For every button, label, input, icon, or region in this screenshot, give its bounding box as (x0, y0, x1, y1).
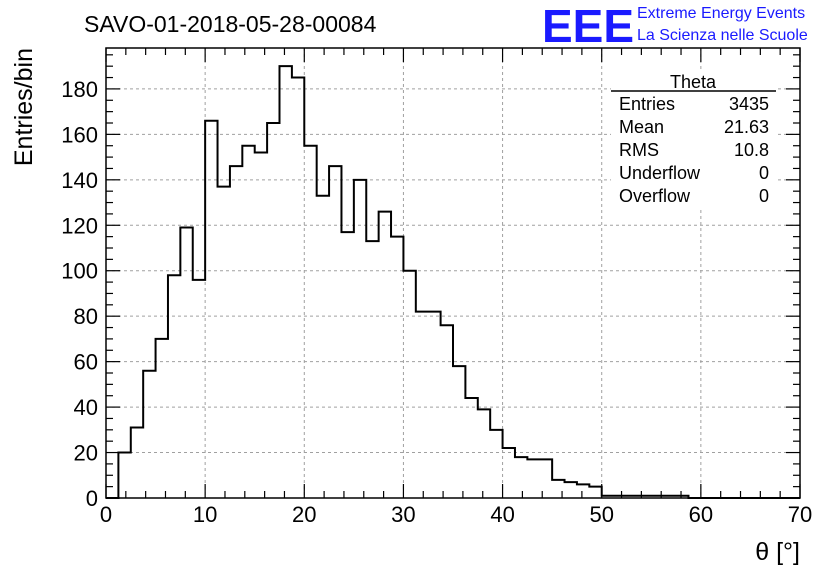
eee-logo: EEE Extreme Energy Events La Scienza nel… (542, 0, 808, 52)
y-axis-label: Entries/bin (10, 48, 38, 166)
histogram-bin (267, 123, 279, 498)
stats-value: 21.63 (724, 117, 769, 137)
histogram-bin (403, 271, 415, 498)
histogram-bin (527, 459, 539, 498)
histogram-bin (156, 339, 168, 498)
histogram-bin (242, 146, 254, 498)
y-tick-label: 60 (74, 350, 98, 375)
grid-lines (106, 48, 800, 498)
stats-title: Theta (670, 72, 717, 92)
histogram-bin (416, 312, 428, 498)
histogram-bin (577, 484, 589, 498)
stats-label: Overflow (619, 186, 691, 206)
axis-ticks (105, 48, 801, 499)
histogram-bin (565, 482, 577, 498)
histogram-bin (515, 457, 527, 498)
y-tick-label: 20 (74, 441, 98, 466)
histogram-bin (193, 280, 205, 498)
histogram-bin (428, 312, 440, 498)
y-tick-label: 140 (61, 168, 98, 193)
stats-box: Theta Entries 3435 Mean 21.63 RMS 10.8 Underfl… (611, 72, 776, 208)
x-tick-label: 0 (100, 502, 112, 527)
stats-value: 0 (759, 163, 769, 183)
chart-title: SAVO-01-2018-05-28-00084 (84, 11, 377, 37)
stats-label: Underflow (619, 163, 701, 183)
y-tick-label: 0 (86, 486, 98, 511)
stats-row: RMS 10.8 (619, 140, 769, 160)
histogram-bin (589, 487, 601, 498)
histogram-bin (540, 459, 552, 498)
histogram-bin (329, 166, 341, 498)
histogram-bin (441, 325, 453, 498)
histogram-bin (205, 121, 217, 498)
histogram-bin (218, 187, 230, 498)
histogram-bin (490, 430, 502, 498)
y-tick-label: 120 (61, 213, 98, 238)
histogram-bin (168, 275, 180, 498)
stats-row: Overflow 0 (619, 186, 769, 206)
x-axis-label: θ [°] (755, 538, 800, 566)
histogram-bin (503, 448, 515, 498)
x-tick-label: 60 (689, 502, 713, 527)
y-tick-label: 40 (74, 395, 98, 420)
y-tick-label: 160 (61, 122, 98, 147)
x-tick-label: 70 (788, 502, 812, 527)
histogram-bin (366, 241, 378, 498)
histogram-bin (280, 66, 292, 498)
stats-row: Underflow 0 (619, 163, 769, 183)
x-tick-labels: 0 10 20 30 40 50 60 70 (100, 502, 812, 527)
histogram-bin (292, 78, 304, 498)
histogram-bin (230, 166, 242, 498)
plot-frame (105, 47, 801, 499)
logo-line-2: La Scienza nelle Scuole (637, 27, 808, 44)
histogram-bin (453, 366, 465, 498)
stats-row: Mean 21.63 (619, 117, 769, 137)
histogram-bin (391, 237, 403, 498)
histogram-bin (118, 453, 130, 498)
x-tick-label: 30 (391, 502, 415, 527)
stats-row: Entries 3435 (619, 94, 769, 114)
histogram-bin (552, 480, 564, 498)
histogram-bin (180, 228, 192, 498)
stats-background (611, 72, 776, 208)
histogram-bin (379, 212, 391, 498)
y-tick-label: 100 (61, 259, 98, 284)
x-tick-label: 50 (589, 502, 613, 527)
logo-mark: EEE (542, 0, 634, 52)
histogram-bin (478, 409, 490, 498)
histogram-bin (465, 398, 477, 498)
stats-label: RMS (619, 140, 659, 160)
y-tick-label: 180 (61, 77, 98, 102)
stats-value: 10.8 (734, 140, 769, 160)
histogram-bin (143, 371, 155, 498)
y-tick-labels: 0 20 40 60 80 100 120 140 160 180 (61, 77, 98, 511)
x-tick-label: 10 (193, 502, 217, 527)
stats-label: Entries (619, 94, 675, 114)
histogram-bin (255, 153, 267, 498)
histogram-bin (131, 428, 143, 498)
x-tick-label: 40 (490, 502, 514, 527)
histogram-bin (317, 196, 329, 498)
histogram-bin (304, 146, 316, 498)
histogram-bin (341, 232, 353, 498)
histogram-bin (354, 180, 366, 498)
histogram-series (106, 65, 800, 499)
logo-line-1: Extreme Energy Events (637, 5, 805, 22)
stats-value: 3435 (729, 94, 769, 114)
x-tick-label: 20 (292, 502, 316, 527)
y-tick-label: 80 (74, 304, 98, 329)
histogram-outline (106, 65, 800, 499)
stats-label: Mean (619, 117, 664, 137)
stats-value: 0 (759, 186, 769, 206)
